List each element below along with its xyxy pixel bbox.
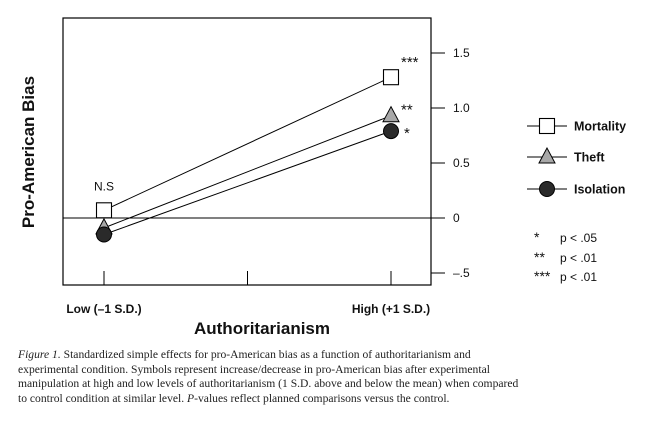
- sig-text-0: p < .05: [560, 231, 597, 245]
- caption-p-italic: P: [187, 391, 195, 405]
- sig-stars-2: ***: [534, 268, 551, 284]
- sig-text-1: p < .01: [560, 251, 597, 265]
- chart: Low (–1 S.D.) High (+1 S.D.) 1.5 1.0 0.5 0 –.…: [19, 17, 626, 338]
- legend-item-isolation: Isolation: [527, 181, 625, 197]
- figure-label: Figure 1.: [18, 348, 61, 361]
- legend-marker-isolation: [539, 181, 555, 197]
- caption-text-1: Standardized simple effects for pro-Amer…: [63, 348, 471, 361]
- data-label-isolation-1: *: [404, 125, 410, 142]
- sig-stars-1: **: [534, 249, 545, 265]
- legend-marker-theft: [538, 146, 556, 164]
- data-label-mortality-1: ***: [401, 54, 419, 71]
- y-tick-label-3: 0: [453, 211, 460, 225]
- point-isolation-0: [96, 226, 112, 243]
- caption-line-1: Figure 1. Standardized simple effects fo…: [18, 348, 638, 363]
- y-tick-label-0: 1.5: [453, 46, 470, 60]
- figure-caption: Figure 1. Standardized simple effects fo…: [18, 348, 638, 406]
- legend-label-mortality: Mortality: [574, 120, 626, 134]
- caption-line-3: manipulation at high and low levels of a…: [18, 377, 519, 391]
- x-tick-label-1: High (+1 S.D.): [352, 302, 430, 316]
- caption-text-4b: -values reflect planned comparisons vers…: [194, 391, 450, 405]
- caption-line-4: to control condition at similar level. P…: [18, 392, 638, 407]
- y-tick-label-2: 0.5: [453, 156, 470, 170]
- data-label-theft-1: **: [401, 102, 413, 119]
- series-lines: N.S******: [94, 54, 419, 243]
- sig-row-2: *** p < .01: [534, 268, 597, 284]
- sig-text-2: p < .01: [560, 270, 597, 284]
- y-tick-label-4: –.5: [453, 266, 470, 280]
- series-theft: **: [95, 102, 413, 235]
- series-mortality: N.S***: [94, 54, 419, 219]
- y-axis-ticks: 1.5 1.0 0.5 0 –.5: [431, 46, 470, 280]
- legend: Mortality Theft Isolation: [527, 117, 626, 197]
- point-mortality-1: [382, 69, 400, 86]
- series-isolation: *: [96, 123, 410, 243]
- x-tick-label-0: Low (–1 S.D.): [66, 302, 141, 316]
- legend-marker-mortality: [538, 117, 556, 135]
- plot-area: [62, 17, 432, 286]
- caption-text-4a: to control condition at similar level.: [18, 391, 185, 405]
- significance-legend: * p < .05 ** p < .01 *** p < .01: [534, 229, 597, 284]
- sig-stars-0: *: [534, 229, 540, 245]
- legend-item-mortality: Mortality: [527, 117, 626, 135]
- legend-item-theft: Theft: [527, 146, 605, 165]
- y-tick-label-1: 1.0: [453, 101, 470, 115]
- legend-label-theft: Theft: [574, 151, 605, 165]
- caption-line-2: experimental condition. Symbols represen…: [18, 362, 490, 376]
- data-label-mortality-0: N.S: [94, 179, 114, 193]
- x-axis-label: Authoritarianism: [194, 319, 330, 338]
- sig-row-0: * p < .05: [534, 229, 597, 245]
- series-line-mortality: [103, 76, 392, 211]
- legend-label-isolation: Isolation: [574, 183, 625, 197]
- series-line-isolation: [103, 130, 392, 235]
- series-line-theft: [103, 115, 392, 229]
- point-isolation-1: [383, 123, 399, 140]
- point-theft-1: [382, 105, 400, 123]
- y-axis-label: Pro-American Bias: [19, 76, 38, 228]
- x-axis-ticks: Low (–1 S.D.) High (+1 S.D.): [66, 271, 430, 316]
- sig-row-1: ** p < .01: [534, 249, 597, 265]
- point-mortality-0: [95, 202, 113, 219]
